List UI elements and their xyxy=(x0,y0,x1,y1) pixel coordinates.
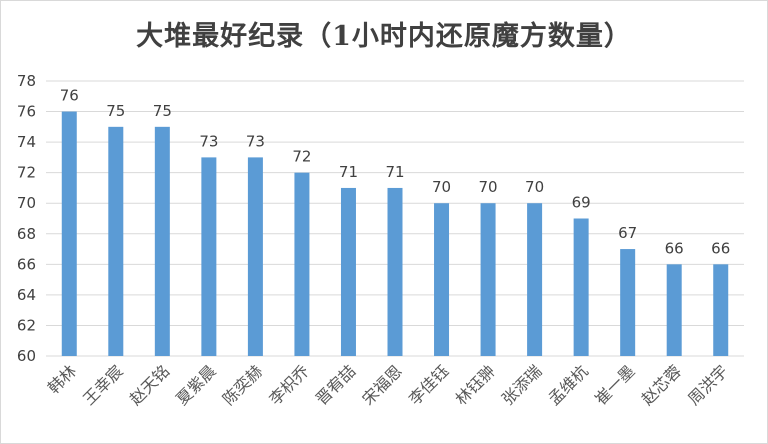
category-label: 宋福恩 xyxy=(358,361,405,408)
category-label: 林钰翀 xyxy=(452,361,499,408)
y-tick-label: 72 xyxy=(17,164,36,182)
data-label: 75 xyxy=(153,102,172,120)
y-tick-label: 78 xyxy=(17,72,36,90)
bar xyxy=(340,187,356,356)
bar xyxy=(434,203,450,356)
data-label: 70 xyxy=(432,178,451,196)
y-tick-label: 64 xyxy=(17,286,36,304)
data-label: 66 xyxy=(665,239,684,257)
category-label: 赵芯蓉 xyxy=(638,361,685,408)
data-labels: 76 75 75 73 73 72 71 71 70 70 70 69 67 66 66 xyxy=(60,87,731,258)
data-label: 72 xyxy=(292,148,311,166)
bar xyxy=(713,264,729,356)
bar xyxy=(573,218,589,356)
category-label: 李枳乔 xyxy=(265,361,312,408)
bar xyxy=(154,126,170,356)
bar xyxy=(620,249,636,356)
y-tick-label: 60 xyxy=(17,347,36,365)
category-label: 晋宥喆 xyxy=(312,361,359,408)
bar xyxy=(527,203,543,356)
y-tick-label: 76 xyxy=(17,103,36,121)
category-label: 李佳钰 xyxy=(405,361,452,408)
bar xyxy=(294,172,310,356)
y-tick-label: 68 xyxy=(17,225,36,243)
category-label: 陈奕赫 xyxy=(219,361,266,408)
data-label: 73 xyxy=(199,132,218,150)
category-labels: 韩林 王幸宸 赵天铭 夏紫晨 陈奕赫 李枳乔 晋宥喆 宋福恩 李佳钰 林钰翀 张添瑞 孟维杭 崔一墨 赵芯… xyxy=(44,361,732,408)
data-label: 76 xyxy=(60,87,79,105)
bar xyxy=(387,187,403,356)
bar xyxy=(666,264,682,356)
data-label: 73 xyxy=(246,132,265,150)
data-label: 69 xyxy=(572,194,591,212)
category-label: 孟维杭 xyxy=(545,361,592,408)
category-label: 崔一墨 xyxy=(591,361,638,408)
bar xyxy=(201,157,217,356)
bars xyxy=(61,111,729,356)
category-label: 夏紫晨 xyxy=(172,361,219,408)
y-axis-ticks: 60 62 64 66 68 70 72 74 76 78 xyxy=(17,72,36,365)
data-label: 71 xyxy=(385,163,404,181)
data-label: 70 xyxy=(479,178,498,196)
category-label: 王幸宸 xyxy=(79,361,126,408)
data-label: 70 xyxy=(525,178,544,196)
bar xyxy=(480,203,496,356)
category-label: 周洪宇 xyxy=(684,361,731,408)
bar xyxy=(247,157,263,356)
y-tick-label: 66 xyxy=(17,255,36,273)
category-label: 赵天铭 xyxy=(126,361,173,408)
data-label: 75 xyxy=(106,102,125,120)
bar xyxy=(61,111,77,356)
data-label: 66 xyxy=(711,239,730,257)
category-label: 张添瑞 xyxy=(498,361,545,408)
category-label: 韩林 xyxy=(44,361,80,397)
data-label: 67 xyxy=(618,224,637,242)
y-tick-label: 70 xyxy=(17,194,36,212)
chart-title: 大堆最好纪录（1小时内还原魔方数量） xyxy=(136,21,632,52)
y-tick-label: 62 xyxy=(17,316,36,334)
y-tick-label: 74 xyxy=(17,133,36,151)
data-label: 71 xyxy=(339,163,358,181)
bar xyxy=(108,126,124,356)
